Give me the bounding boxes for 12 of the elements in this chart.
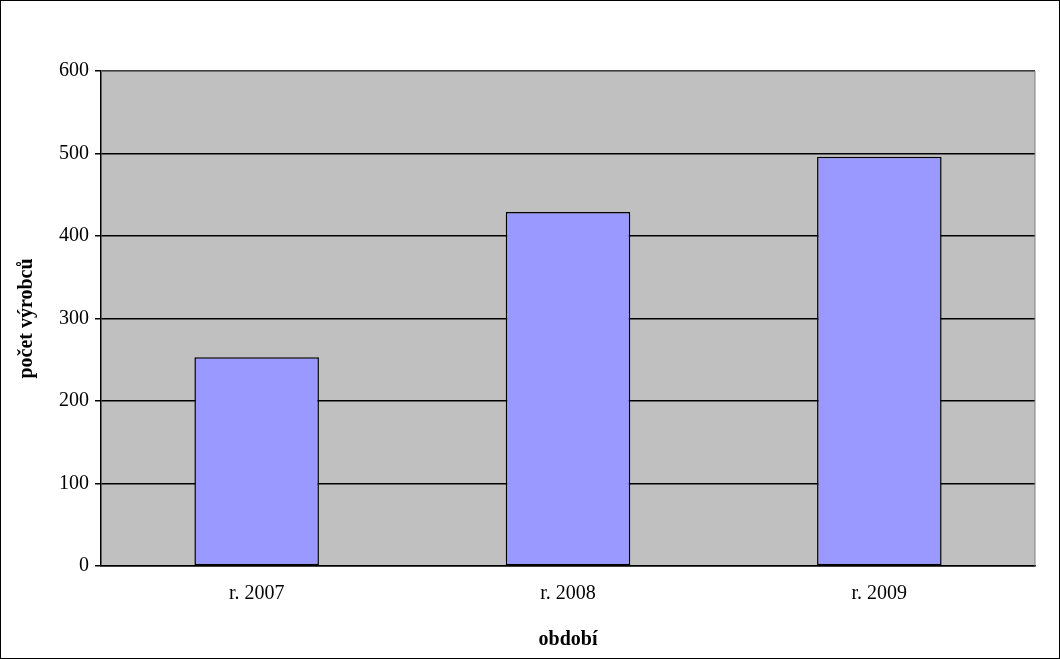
y-tick-label: 0 — [79, 553, 89, 576]
y-tick-label: 600 — [59, 58, 89, 81]
x-axis-title: období — [538, 627, 598, 650]
y-tick-label: 200 — [59, 388, 89, 411]
x-tick-label: r. 2007 — [228, 581, 285, 604]
y-tick-label: 100 — [59, 470, 89, 493]
y-tick-label: 500 — [59, 140, 89, 163]
y-axis-title: počet výrobců — [14, 258, 38, 379]
y-tick-label: 400 — [59, 223, 89, 246]
y-tick-label: 300 — [59, 305, 89, 328]
x-tick-label: r. 2009 — [851, 581, 908, 604]
x-tick-label: r. 2008 — [540, 581, 596, 604]
